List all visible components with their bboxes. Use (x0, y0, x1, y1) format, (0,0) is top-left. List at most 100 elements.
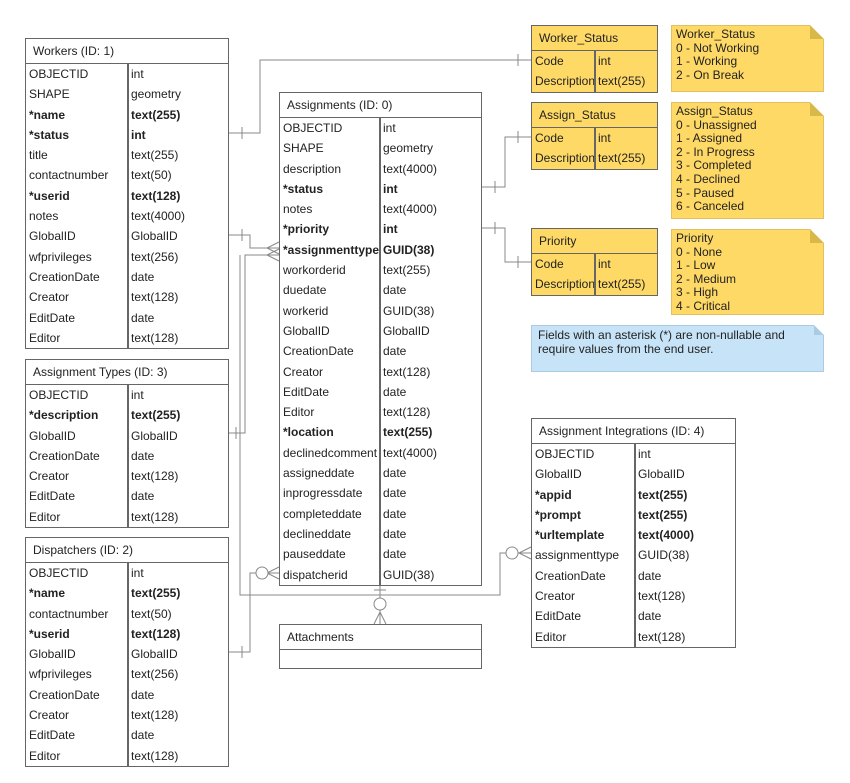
field-row[interactable]: EditDate date (26, 307, 228, 328)
field-name: GlobalID (532, 464, 635, 485)
table-assignment-integrations[interactable]: Assignment Integrations (ID: 4) OBJECTID i… (531, 418, 736, 648)
field-row[interactable]: *location text(255) (280, 422, 481, 443)
field-row[interactable]: inprogressdate date (280, 483, 481, 504)
field-row[interactable]: EditDate date (26, 725, 228, 746)
field-row[interactable]: GlobalID GlobalID (26, 226, 228, 247)
field-row[interactable]: GlobalID GlobalID (280, 320, 481, 342)
field-row[interactable]: CreationDate date (26, 445, 228, 467)
field-row[interactable]: *urltemplate text(4000) (532, 525, 735, 546)
field-row[interactable]: OBJECTID int (26, 64, 228, 85)
field-row[interactable]: EditDate date (532, 606, 735, 627)
table-assignment-types[interactable]: Assignment Types (ID: 3) OBJECTID int *desc… (25, 359, 229, 529)
field-row[interactable]: SHAPE geometry (26, 84, 228, 105)
table-attachments[interactable]: Attachments (279, 624, 482, 669)
field-row[interactable]: dispatcherid GUID(38) (280, 564, 481, 585)
field-row[interactable]: GlobalID GlobalID (532, 464, 735, 485)
field-name: duedate (280, 280, 380, 301)
field-row[interactable]: CreationDate date (26, 266, 228, 288)
field-row[interactable]: GlobalID GlobalID (26, 425, 228, 446)
field-row[interactable]: contactnumber text(50) (26, 603, 228, 624)
field-row[interactable]: SHAPE geometry (280, 138, 481, 159)
field-row[interactable]: declinedcomment text(4000) (280, 442, 481, 464)
connector-assignments-priority (481, 222, 531, 268)
field-row[interactable]: Description text(255) (532, 148, 657, 169)
field-row[interactable]: Editor text(128) (280, 402, 481, 423)
field-row[interactable]: wfprivileges text(256) (26, 246, 228, 267)
table-assign-status[interactable]: Assign_Status Code int Description text(255) (531, 102, 658, 170)
field-row[interactable]: *assignmenttype GUID(38) (280, 239, 481, 261)
field-row[interactable]: OBJECTID int (26, 563, 228, 584)
field-row[interactable]: Editor text(128) (26, 327, 228, 349)
field-row[interactable]: Creator text(128) (26, 705, 228, 726)
field-row[interactable]: *prompt text(255) (532, 504, 735, 526)
field-row[interactable]: *name text(255) (26, 104, 228, 125)
field-row[interactable]: OBJECTID int (532, 444, 735, 465)
field-row[interactable]: *status int (26, 124, 228, 146)
field-row[interactable]: Code int (532, 51, 657, 72)
field-row[interactable]: notes text(4000) (280, 199, 481, 220)
field-row[interactable]: assigneddate date (280, 463, 481, 484)
field-row[interactable]: title text(255) (26, 145, 228, 166)
connector-assignments-assign-status (481, 131, 531, 193)
table-worker-status[interactable]: Worker_Status Code int Description text(255) (531, 25, 658, 93)
field-row[interactable]: workorderid text(255) (280, 260, 481, 281)
table-workers[interactable]: Workers (ID: 1) OBJECTID int SHAPE geometry *… (25, 38, 229, 350)
field-row[interactable]: duedate date (280, 280, 481, 301)
field-row[interactable]: Editor text(128) (26, 745, 228, 766)
field-row[interactable]: declineddate date (280, 523, 481, 545)
field-row[interactable]: Editor text(128) (26, 506, 228, 528)
field-name: pauseddate (280, 544, 380, 565)
field-row[interactable]: CreationDate date (280, 341, 481, 362)
field-name: notes (280, 199, 380, 220)
field-row[interactable]: Code int (532, 254, 657, 275)
field-row[interactable]: completeddate date (280, 503, 481, 524)
field-row[interactable]: OBJECTID int (26, 385, 228, 406)
field-row[interactable]: GlobalID GlobalID (26, 644, 228, 665)
table-assignments[interactable]: Assignments (ID: 0) OBJECTID int SHAPE geome… (279, 92, 482, 586)
table-title: Assignments (ID: 0) (280, 93, 481, 118)
table-dispatchers[interactable]: Dispatchers (ID: 2) OBJECTID int *name text(… (25, 537, 229, 767)
field-row[interactable]: assignmenttype GUID(38) (532, 545, 735, 566)
note-line: 2 - Medium (676, 271, 737, 286)
field-row[interactable]: CreationDate date (532, 565, 735, 587)
field-row[interactable]: pauseddate date (280, 544, 481, 565)
field-row[interactable]: *description text(255) (26, 405, 228, 426)
note-line: 1 - Low (676, 258, 716, 273)
field-row[interactable]: *priority int (280, 219, 481, 240)
field-type: int (383, 121, 396, 135)
field-type: text(128) (383, 364, 431, 379)
field-type: text(4000) (638, 528, 695, 543)
field-row[interactable]: *status int (280, 178, 481, 200)
field-name: *appid (532, 484, 635, 505)
field-row[interactable]: Description text(255) (532, 274, 657, 295)
field-row[interactable]: EditDate date (280, 381, 481, 403)
field-row[interactable]: Description text(255) (532, 71, 657, 92)
field-row[interactable]: OBJECTID int (280, 118, 481, 139)
field-row[interactable]: contactnumber text(50) (26, 165, 228, 186)
field-row[interactable]: Creator text(128) (26, 287, 228, 308)
field-row[interactable]: Creator text(128) (532, 586, 735, 607)
field-row[interactable]: wfprivileges text(256) (26, 664, 228, 685)
field-row[interactable]: *name text(255) (26, 583, 228, 604)
field-type: GlobalID (638, 467, 685, 482)
field-row[interactable]: *appid text(255) (532, 484, 735, 505)
field-name: OBJECTID (280, 118, 380, 139)
field-type: text(255) (598, 74, 646, 89)
field-row[interactable]: *userid text(128) (26, 623, 228, 645)
field-row[interactable]: CreationDate date (26, 684, 228, 706)
field-row[interactable]: Editor text(128) (532, 626, 735, 647)
note-line: 0 - Not Working (676, 40, 760, 55)
field-row[interactable]: *userid text(128) (26, 185, 228, 207)
field-name: *name (26, 583, 128, 604)
field-row[interactable]: notes text(4000) (26, 206, 228, 227)
field-row[interactable]: EditDate date (26, 486, 228, 507)
field-row[interactable]: description text(4000) (280, 158, 481, 179)
field-type: text(255) (131, 148, 179, 163)
field-row[interactable]: Creator text(128) (26, 466, 228, 487)
field-row[interactable]: Creator text(128) (280, 361, 481, 382)
field-row[interactable]: workerid GUID(38) (280, 300, 481, 321)
table-priority[interactable]: Priority Code int Description text(255) (531, 228, 658, 296)
field-row[interactable]: Code int (532, 128, 657, 149)
note-line: Assign_Status (676, 104, 753, 118)
field-type: int (383, 222, 398, 237)
